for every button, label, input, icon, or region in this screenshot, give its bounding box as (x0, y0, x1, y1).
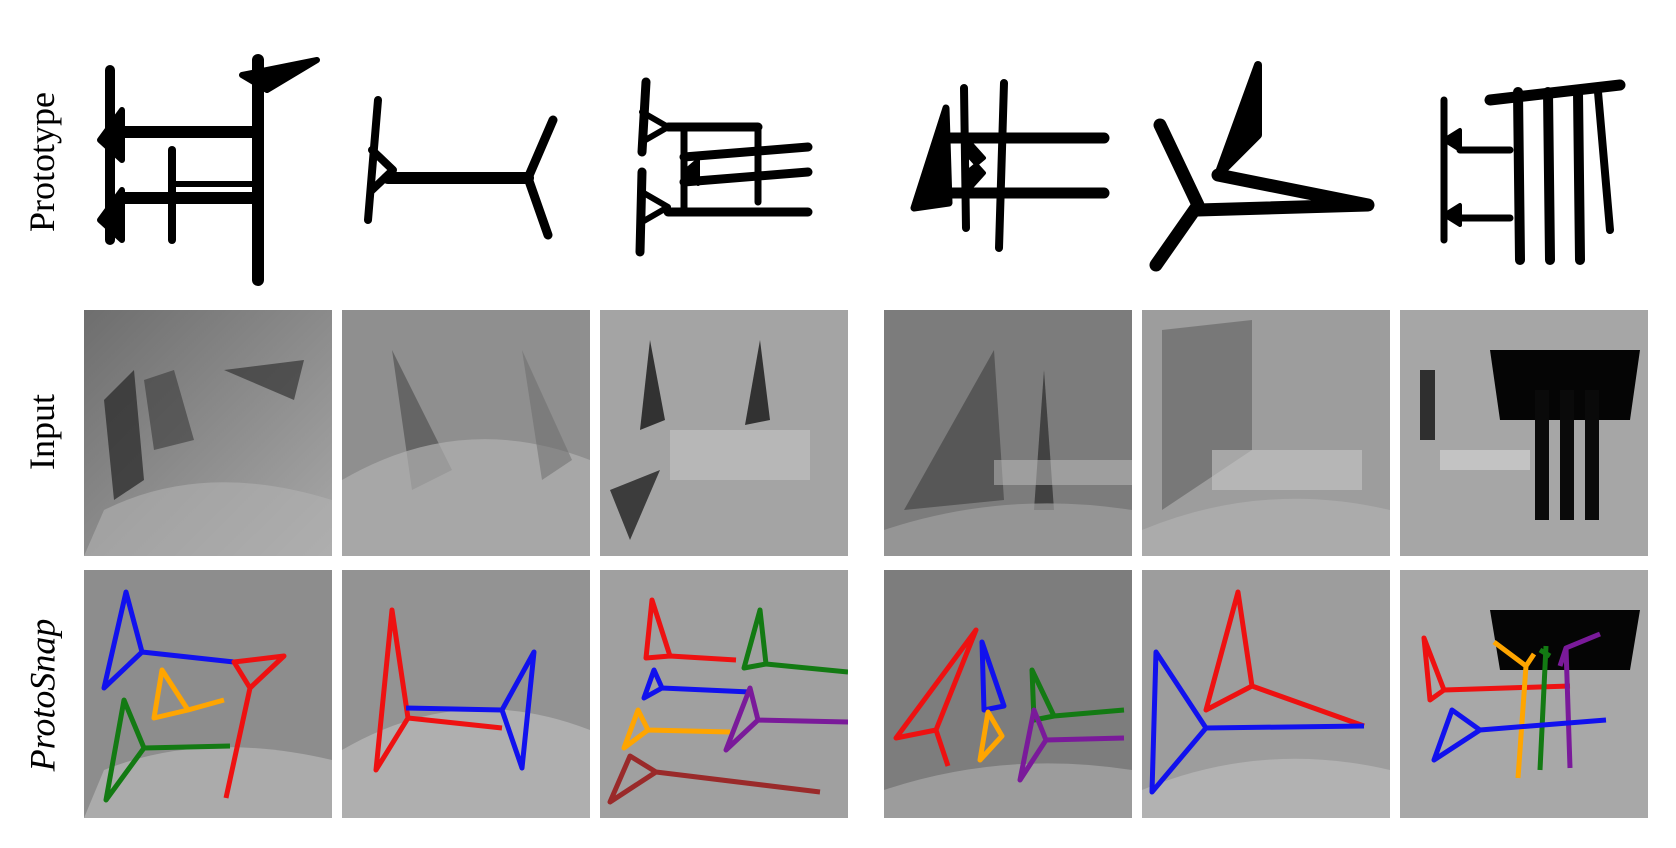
input-photo-2 (342, 310, 590, 556)
prototype-sign-4 (904, 78, 1118, 258)
row-label-protosnap: ProtoSnap (0, 570, 84, 820)
row-label-prototype: Prototype (0, 42, 84, 282)
prototype-sign-5 (1148, 55, 1378, 275)
prototype-sign-6 (1430, 70, 1630, 270)
protosnap-panel-5 (1142, 570, 1390, 818)
prototype-label: Prototype (22, 92, 62, 232)
input-photo-4 (884, 310, 1132, 556)
protosnap-label: ProtoSnap (22, 618, 63, 772)
input-photo-5 (1142, 310, 1390, 556)
input-label: Input (22, 394, 62, 470)
prototype-sign-2 (358, 90, 568, 250)
protosnap-panel-1 (84, 570, 332, 818)
protosnap-panel-4 (884, 570, 1132, 818)
protosnap-panel-3 (600, 570, 848, 818)
protosnap-panel-2 (342, 570, 590, 818)
input-photo-1 (84, 310, 332, 556)
input-photo-6 (1400, 310, 1648, 556)
row-label-input: Input (0, 308, 84, 556)
prototype-sign-3 (628, 72, 818, 272)
protosnap-panel-6 (1400, 570, 1648, 818)
input-photo-3 (600, 310, 848, 556)
prototype-sign-1 (92, 50, 332, 286)
